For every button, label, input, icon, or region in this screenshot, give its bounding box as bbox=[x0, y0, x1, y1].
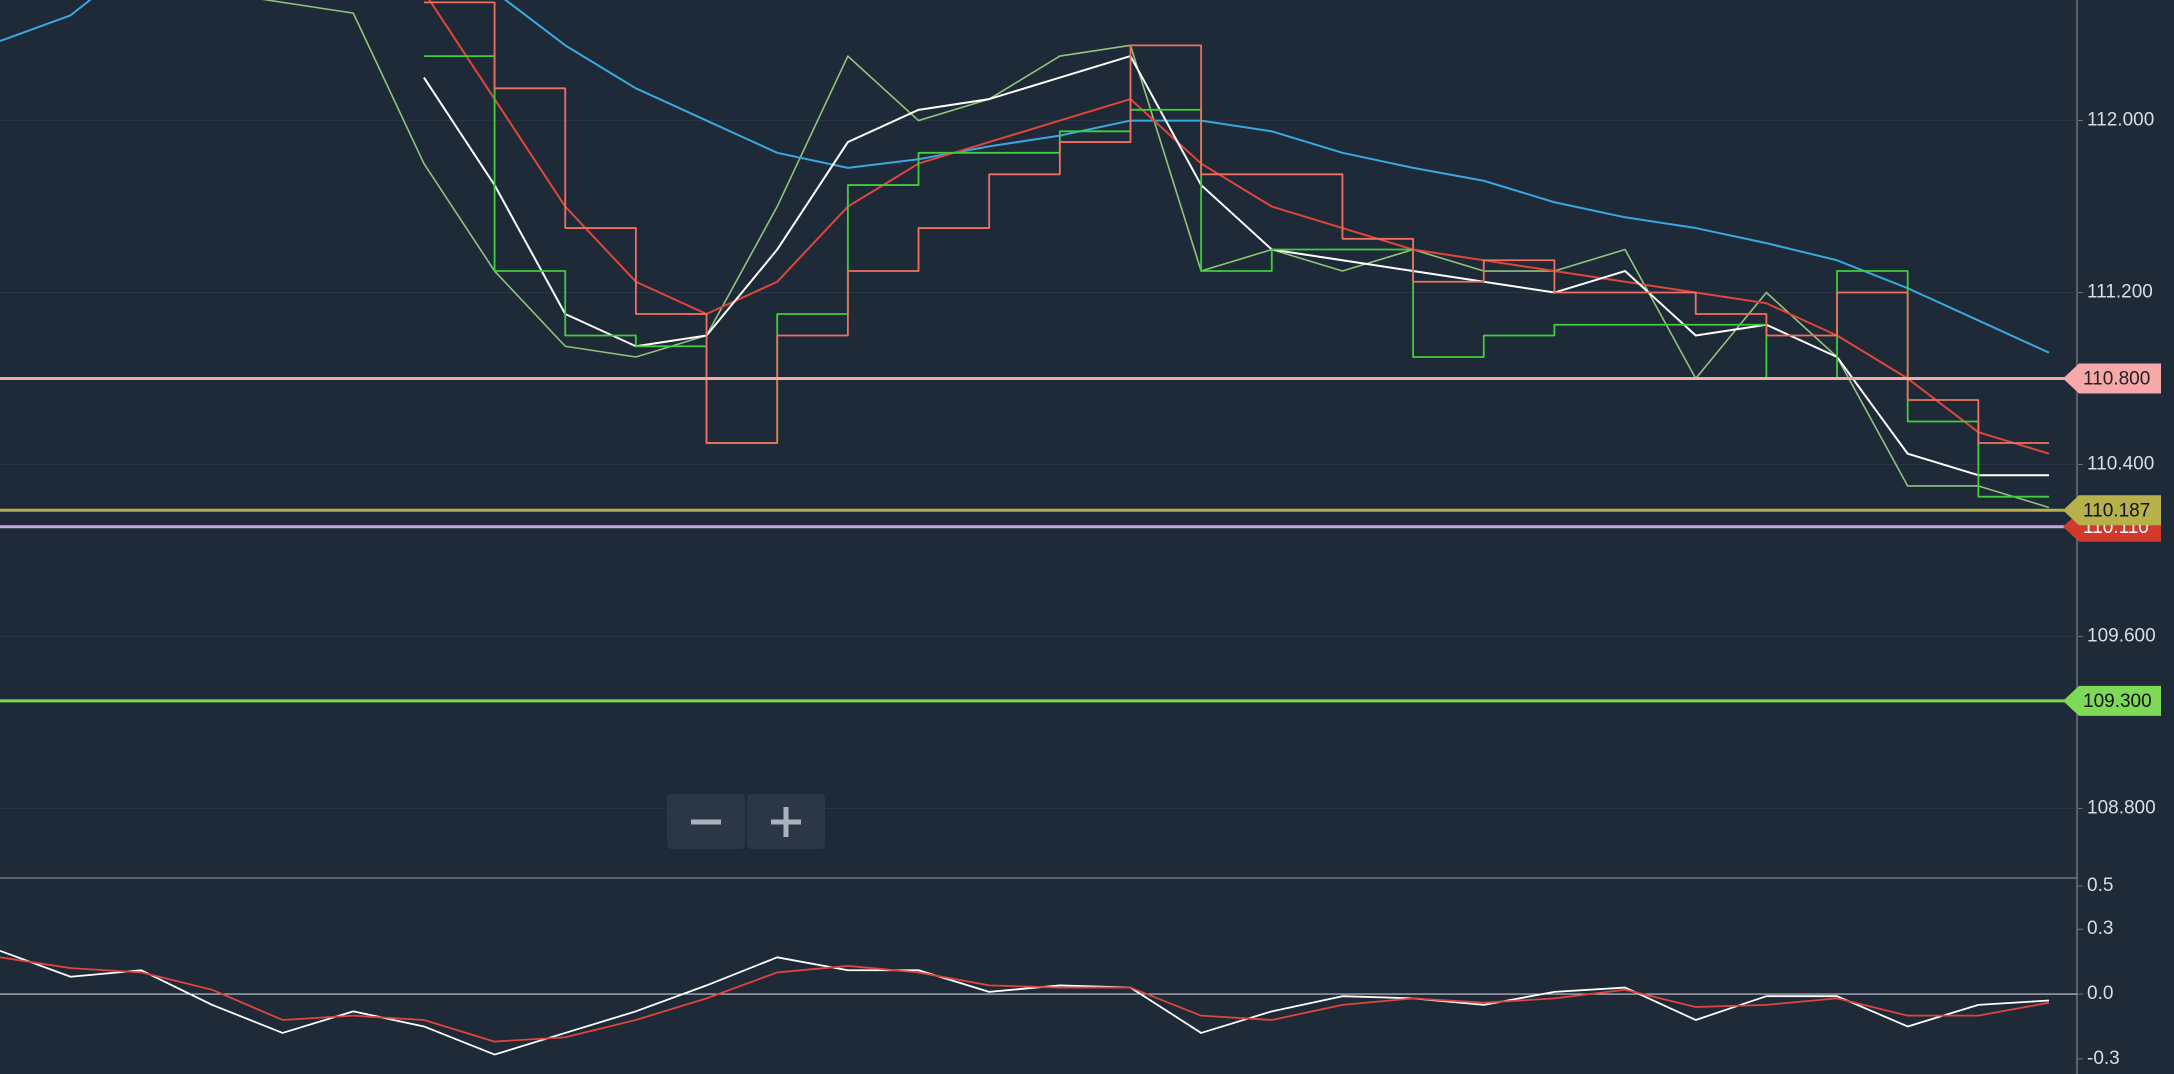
price-tag bbox=[2063, 363, 2161, 394]
series-line bbox=[0, 949, 2050, 1056]
y-tick-label: -0.3 bbox=[2087, 1048, 2120, 1069]
panel bbox=[0, 0, 2077, 809]
price-tag-label: 110.800 bbox=[2083, 369, 2150, 390]
price-tag bbox=[2063, 685, 2161, 716]
series-line bbox=[423, 1, 2049, 444]
series-line bbox=[261, 0, 2050, 509]
panel bbox=[0, 949, 2077, 1056]
series-line bbox=[0, 956, 2050, 1043]
price-tag-label: 110.187 bbox=[2083, 500, 2150, 521]
y-tick-label: 0.5 bbox=[2087, 875, 2113, 896]
series-line bbox=[428, 0, 2050, 455]
y-tick-label: 109.600 bbox=[2087, 625, 2156, 646]
y-tick-label: 111.200 bbox=[2087, 282, 2153, 303]
y-tick-label: 108.800 bbox=[2087, 797, 2156, 818]
series-line bbox=[0, 0, 2050, 354]
series-line bbox=[423, 55, 2049, 477]
y-tick-label: 0.0 bbox=[2087, 983, 2113, 1004]
y-tick-label: 112.000 bbox=[2087, 110, 2154, 131]
price-tag bbox=[2063, 495, 2161, 526]
y-tick-label: 110.400 bbox=[2087, 453, 2154, 474]
price-tag-label: 109.300 bbox=[2083, 691, 2152, 712]
y-tick-label: 0.3 bbox=[2087, 918, 2113, 939]
zoom-controls bbox=[667, 794, 825, 849]
